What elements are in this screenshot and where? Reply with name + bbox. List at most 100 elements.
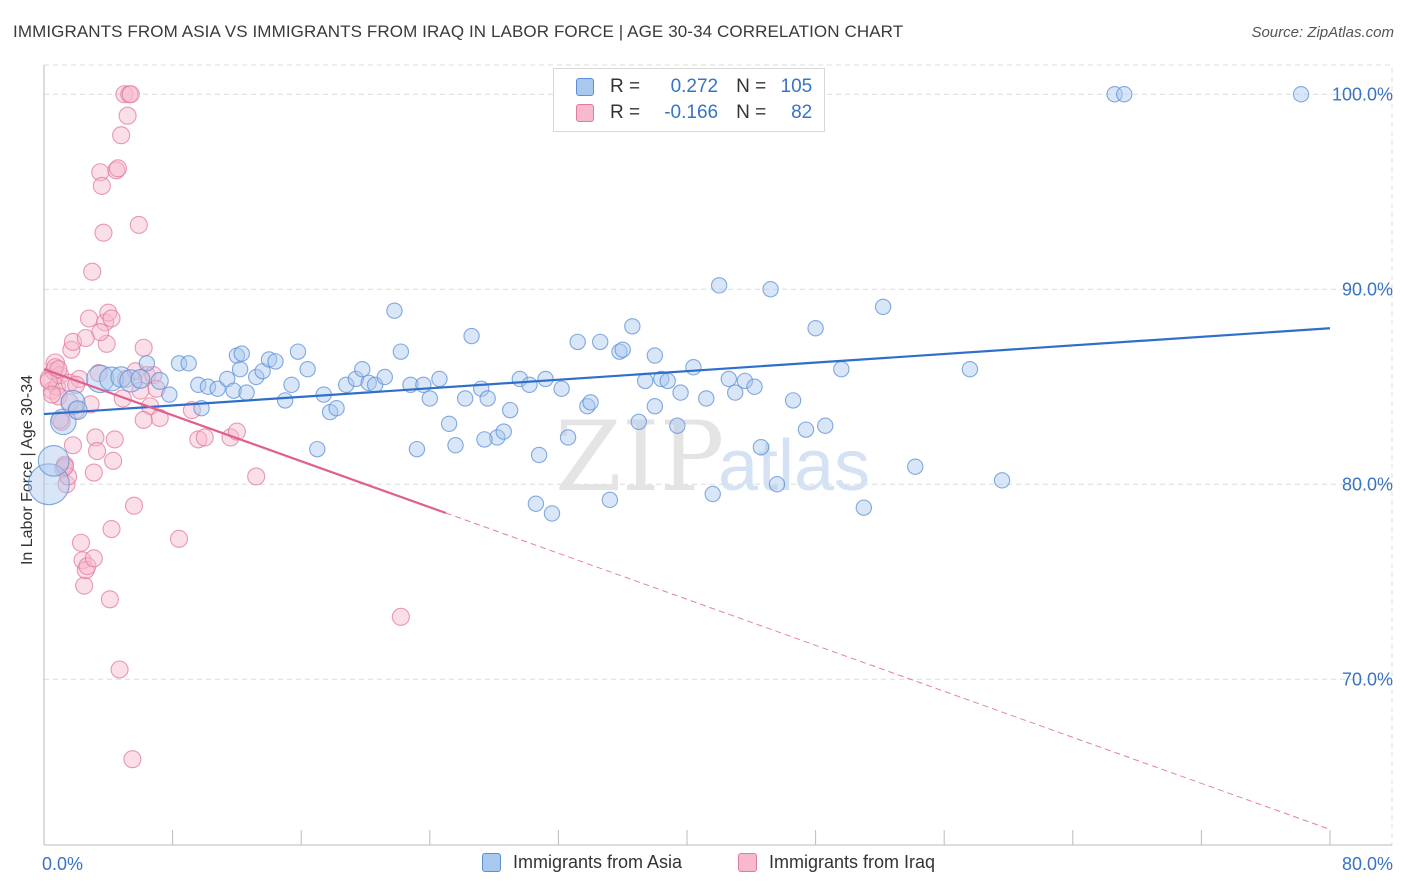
iraq-point bbox=[100, 590, 119, 609]
asia-trend-line bbox=[43, 327, 1331, 416]
asia-point bbox=[338, 376, 355, 393]
legend-iraq-label: Immigrants from Iraq bbox=[769, 852, 936, 872]
iraq-point bbox=[102, 520, 121, 539]
asia-point bbox=[328, 400, 345, 417]
asia-point bbox=[653, 370, 670, 388]
asia-point bbox=[479, 390, 496, 407]
n-label: N = bbox=[736, 102, 767, 123]
legend-iraq-swatch bbox=[738, 853, 757, 872]
asia-point bbox=[659, 372, 676, 390]
iraq-point bbox=[102, 309, 121, 328]
asia-point bbox=[582, 394, 599, 411]
asia-point bbox=[720, 370, 737, 388]
asia-point bbox=[354, 361, 371, 378]
series-iraq-points bbox=[39, 85, 410, 769]
asia-point bbox=[591, 333, 609, 351]
asia-swatch bbox=[576, 78, 594, 96]
asia-point bbox=[874, 298, 892, 315]
asia-point bbox=[360, 374, 377, 392]
asia-point bbox=[130, 369, 151, 389]
watermark-atlas: atlas bbox=[718, 426, 870, 506]
asia-point bbox=[421, 390, 438, 407]
asia-point bbox=[698, 390, 715, 407]
iraq-point bbox=[110, 660, 129, 679]
iraq-point bbox=[92, 176, 111, 195]
asia-point bbox=[527, 495, 545, 512]
asia-point bbox=[704, 485, 721, 503]
iraq-point bbox=[134, 338, 153, 357]
iraq-trend-line-extension bbox=[445, 512, 1331, 830]
iraq-point bbox=[51, 410, 70, 429]
iraq-point bbox=[115, 85, 134, 104]
iraq-point bbox=[86, 428, 105, 447]
iraq-point bbox=[84, 463, 103, 482]
asia-point bbox=[289, 343, 307, 360]
asia-r-value: 0.272 bbox=[670, 76, 719, 97]
asia-point bbox=[907, 458, 924, 475]
legend-asia-swatch bbox=[482, 853, 501, 872]
asia-point bbox=[1106, 86, 1123, 103]
iraq-point bbox=[89, 364, 108, 383]
y-tick-label: 100.0% bbox=[1332, 84, 1393, 104]
iraq-point bbox=[71, 533, 91, 552]
asia-point bbox=[559, 429, 577, 446]
asia-point bbox=[247, 368, 265, 386]
axes bbox=[43, 65, 1392, 846]
legend-asia[interactable]: Immigrants from Asia bbox=[482, 852, 682, 873]
legend-asia-label: Immigrants from Asia bbox=[513, 852, 683, 872]
asia-point bbox=[537, 370, 554, 388]
asia-n-value: 105 bbox=[780, 76, 813, 97]
asia-point bbox=[440, 415, 458, 432]
legend-iraq[interactable]: Immigrants from Iraq bbox=[738, 852, 935, 873]
asia-point bbox=[601, 491, 619, 509]
iraq-trend-line bbox=[43, 368, 447, 515]
asia-point bbox=[309, 440, 326, 458]
asia-point bbox=[797, 421, 815, 438]
iraq-n-value: 82 bbox=[791, 102, 813, 123]
watermark: ZIP atlas bbox=[555, 401, 870, 513]
asia-point bbox=[736, 372, 754, 390]
asia-point bbox=[299, 361, 316, 378]
asia-point bbox=[233, 345, 250, 362]
asia-point bbox=[501, 401, 519, 419]
asia-point bbox=[637, 372, 654, 390]
asia-point bbox=[27, 463, 70, 506]
asia-point bbox=[817, 417, 834, 434]
r-label: R = bbox=[610, 102, 641, 123]
asia-point bbox=[833, 361, 850, 378]
asia-point bbox=[521, 376, 538, 393]
iraq-point bbox=[247, 467, 266, 486]
asia-point bbox=[746, 378, 763, 395]
asia-point bbox=[646, 398, 664, 415]
gridlines bbox=[44, 64, 1393, 845]
asia-point bbox=[669, 417, 686, 434]
asia-point bbox=[710, 277, 728, 294]
asia-point bbox=[37, 445, 70, 477]
asia-point bbox=[238, 384, 255, 401]
iraq-point bbox=[108, 159, 127, 178]
asia-point bbox=[376, 368, 393, 386]
iraq-point bbox=[42, 385, 62, 404]
asia-point bbox=[553, 380, 570, 397]
iraq-point bbox=[49, 387, 68, 406]
asia-point bbox=[543, 505, 561, 522]
asia-point bbox=[993, 472, 1011, 489]
iraq-point bbox=[131, 381, 150, 400]
n-label: N = bbox=[736, 76, 767, 97]
source-credit: Source: ZipAtlas.com bbox=[1251, 24, 1394, 41]
iraq-point bbox=[118, 106, 137, 125]
iraq-point bbox=[87, 442, 107, 461]
asia-point bbox=[386, 302, 403, 319]
asia-point bbox=[150, 371, 169, 390]
y-tick-label: 90.0% bbox=[1342, 279, 1393, 299]
asia-point bbox=[447, 437, 464, 454]
asia-point bbox=[530, 446, 548, 464]
iraq-point bbox=[123, 750, 142, 769]
x-tick-label-max: 80.0% bbox=[1342, 854, 1393, 874]
asia-point bbox=[646, 347, 664, 364]
asia-point bbox=[180, 355, 197, 372]
iraq-point bbox=[73, 551, 92, 570]
asia-point bbox=[961, 361, 979, 378]
asia-point bbox=[347, 370, 365, 388]
